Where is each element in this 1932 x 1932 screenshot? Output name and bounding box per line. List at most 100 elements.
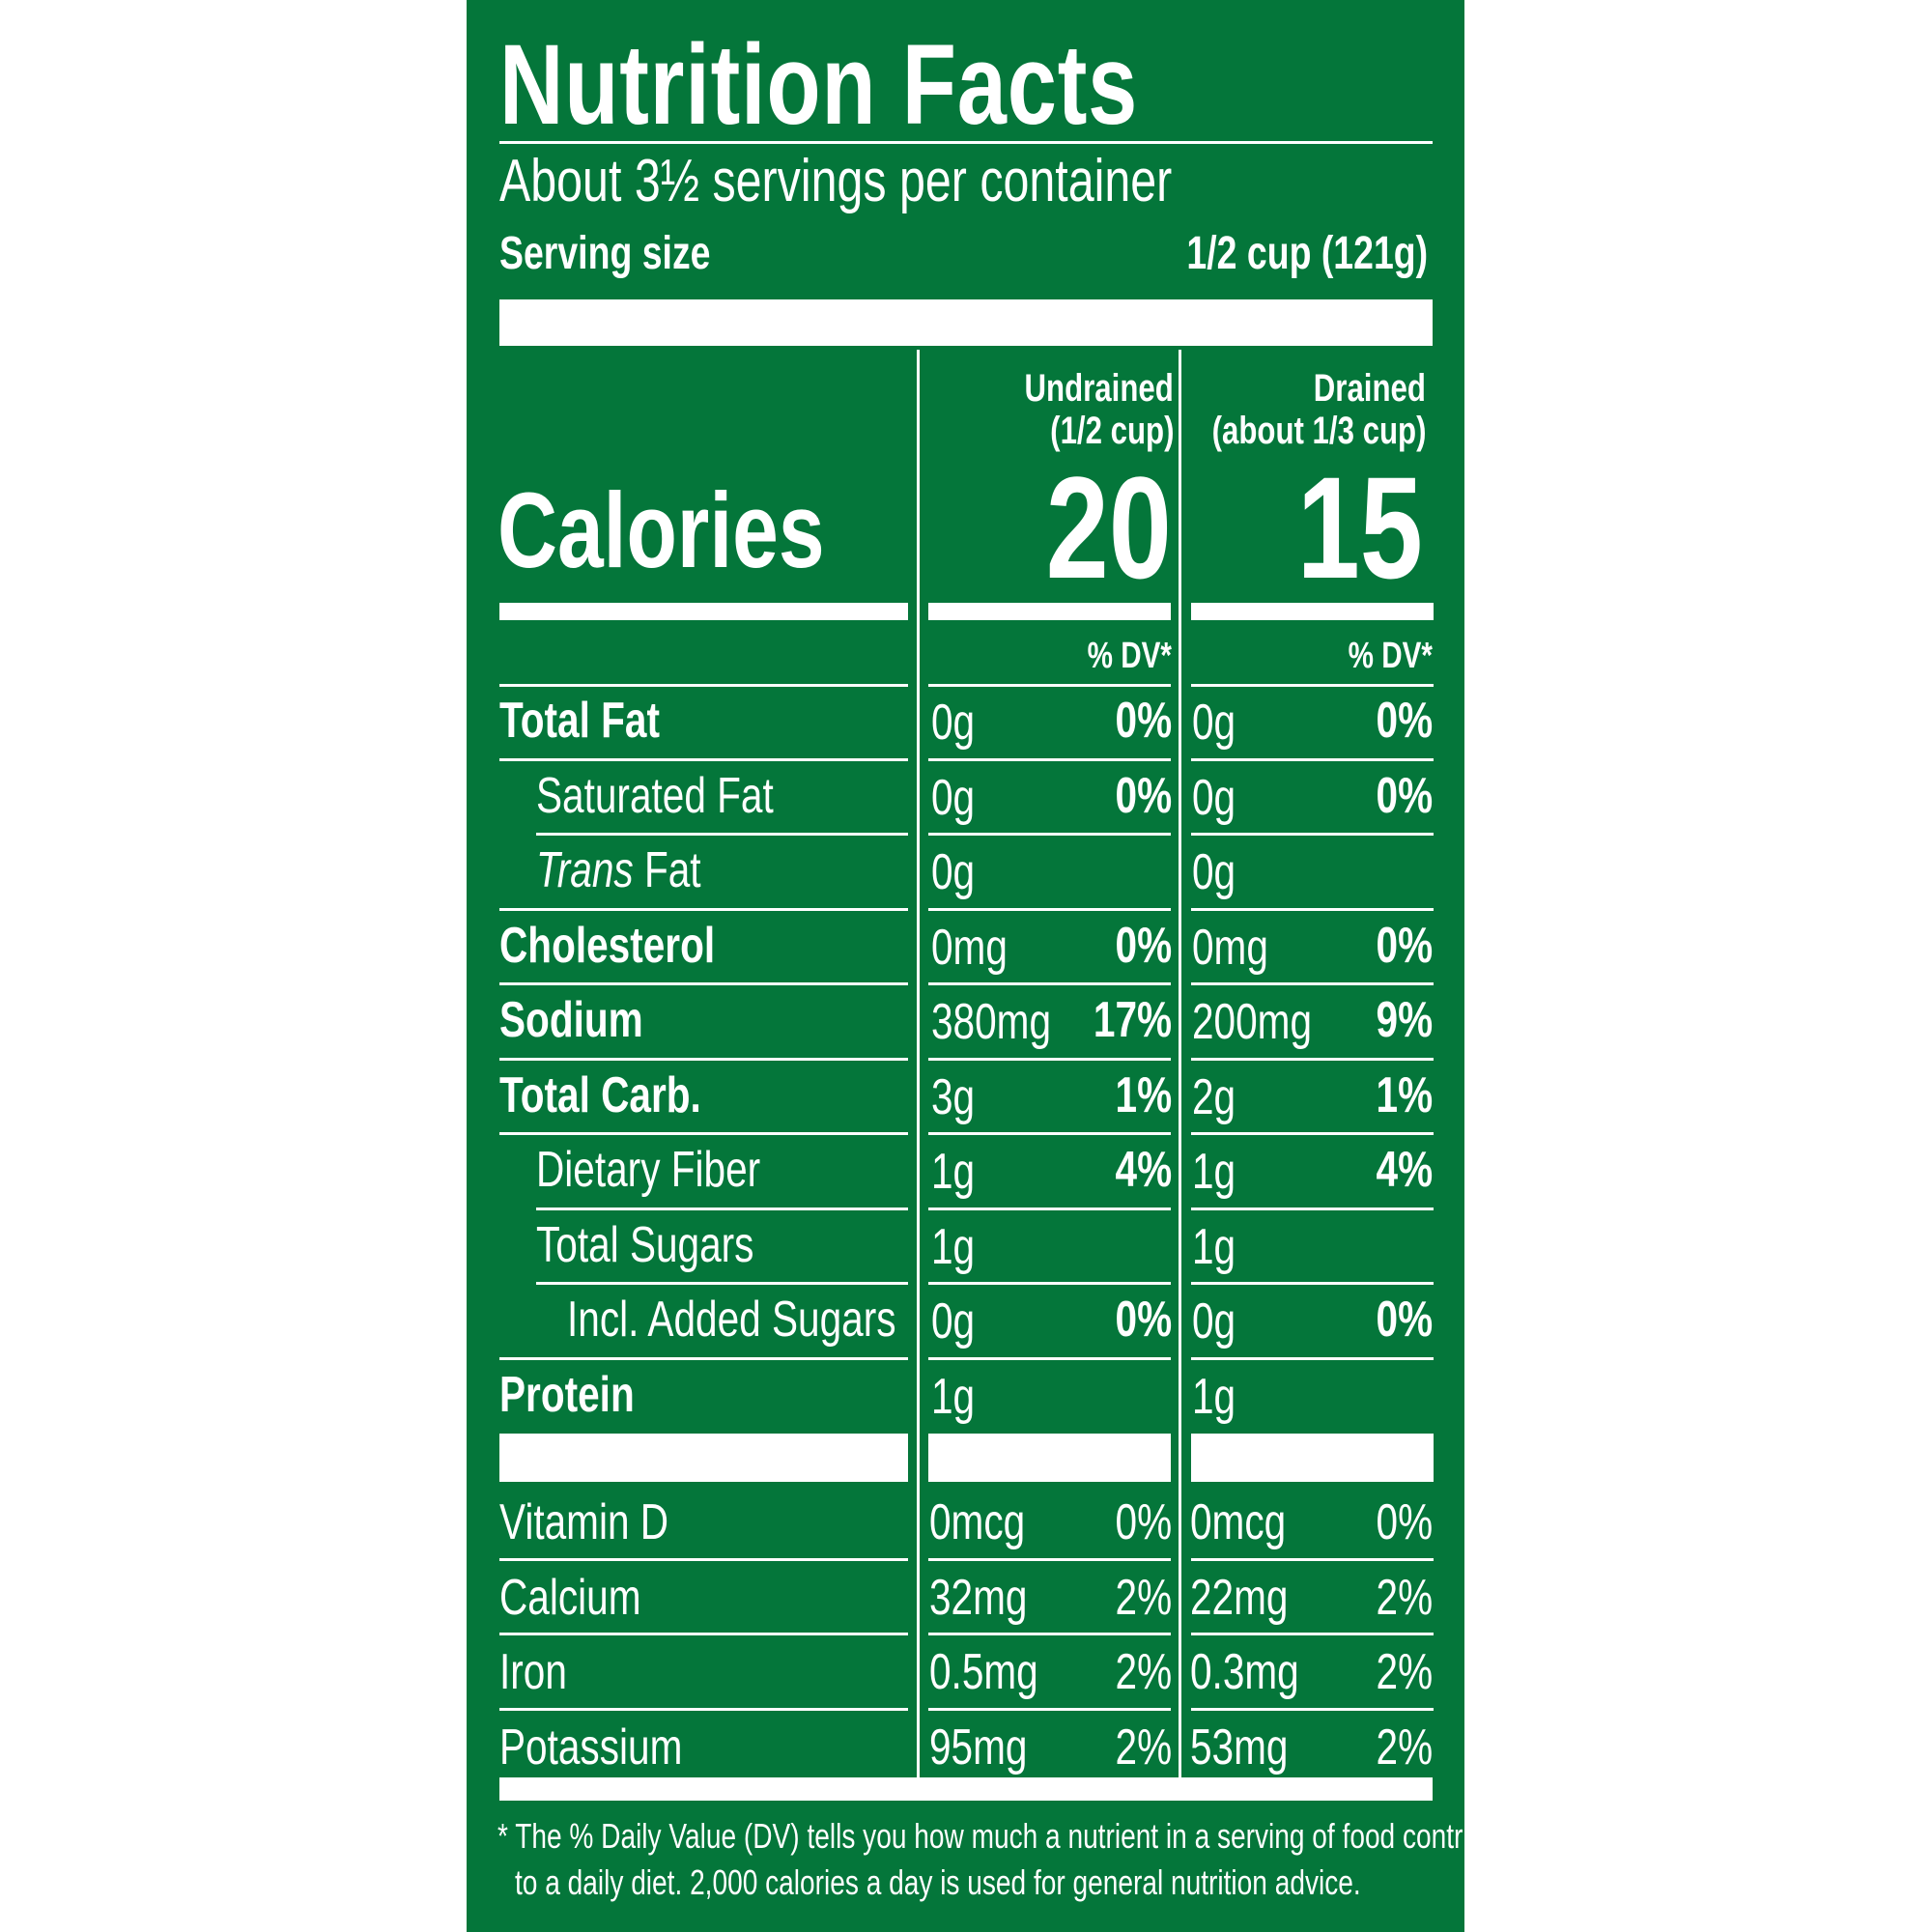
undrained-percent-dv: 0% [1115, 917, 1172, 974]
vitamin-rule-undrained [928, 1557, 1171, 1561]
undrained-amount: 0g [931, 844, 976, 900]
footnote-line-1: * The % Daily Value (DV) tells you how m… [497, 1816, 1536, 1856]
undrained-portion: (1/2 cup) [1049, 410, 1174, 452]
nutrient-label: Incl. Added Sugars [567, 1291, 989, 1349]
drained-percent-dv: 0% [1376, 917, 1433, 974]
row-rule-label [536, 833, 908, 836]
drained-percent-dv: 0% [1376, 693, 1433, 749]
row-rule-undrained [928, 757, 1171, 761]
drained-amount: 1g [1192, 1218, 1236, 1275]
calories-bar-label [499, 603, 908, 620]
undrained-amount: 0mcg [929, 1494, 1026, 1550]
undrained-percent-dv: 4% [1115, 1142, 1172, 1198]
calories-drained: 15 [1296, 446, 1423, 609]
undrained-percent-dv: 0% [1115, 693, 1172, 749]
undrained-title: Undrained [1024, 367, 1174, 410]
thick-bar-protein-undrained [928, 1434, 1171, 1482]
undrained-percent-dv: 0% [1115, 767, 1172, 824]
dv-header-undrained: % DV* [1087, 636, 1172, 676]
vitamin-rule-label [499, 1707, 908, 1711]
row-rule-undrained [928, 1057, 1171, 1061]
undrained-amount: 0g [931, 695, 976, 751]
drained-amount: 1g [1192, 1144, 1236, 1200]
row-rule-label [499, 1356, 908, 1360]
column-divider-2 [1179, 350, 1181, 1777]
nutrient-label-text: Total Sugars [536, 1216, 754, 1273]
row-rule-undrained [928, 1356, 1171, 1360]
undrained-amount: 380mg [931, 994, 1052, 1050]
drained-amount: 22mg [1190, 1569, 1289, 1626]
drained-amount: 53mg [1190, 1719, 1289, 1776]
nutrient-label: Trans Fat [536, 841, 748, 899]
drained-amount: 0g [1192, 1293, 1236, 1350]
undrained-percent-dv: 0% [1115, 1292, 1172, 1348]
row-rule-undrained [928, 1282, 1171, 1285]
row-rule-undrained [928, 1132, 1171, 1135]
thick-bar-top [499, 299, 1433, 346]
row-rule-label [499, 1132, 908, 1135]
nutrient-label-text: Fat [643, 842, 701, 898]
undrained-percent-dv: 2% [1115, 1569, 1172, 1626]
vitamin-rule-label [499, 1557, 908, 1561]
row-rule-drained [1191, 1132, 1434, 1135]
undrained-amount: 95mg [929, 1719, 1028, 1776]
drained-amount: 0mg [1192, 919, 1268, 976]
undrained-percent-dv: 17% [1093, 992, 1172, 1048]
drained-amount: 0g [1192, 769, 1236, 826]
undrained-amount: 0g [931, 1293, 976, 1350]
drained-percent-dv: 1% [1376, 1066, 1433, 1123]
nutrient-label: Dietary Fiber [536, 1141, 824, 1199]
row-rule-label [499, 982, 908, 985]
drained-percent-dv: 2% [1376, 1569, 1433, 1626]
vitamin-rule-drained [1191, 1707, 1434, 1711]
row-rule-label [536, 1282, 908, 1285]
drained-percent-dv: 2% [1376, 1644, 1433, 1700]
nutrient-label-text: Incl. Added Sugars [567, 1292, 896, 1348]
row-rule-undrained [928, 1207, 1171, 1210]
nutrient-label: Cholesterol [499, 917, 776, 975]
vitamin-label: Calcium [499, 1569, 641, 1626]
undrained-amount: 3g [931, 1068, 976, 1125]
dv-header-rule-label [499, 684, 908, 687]
row-rule-drained [1191, 1057, 1434, 1061]
vitamin-rule-undrained [928, 1633, 1171, 1635]
drained-amount: 0.3mg [1190, 1644, 1299, 1700]
nutrient-label-text: Cholesterol [499, 917, 716, 974]
row-rule-drained [1191, 1282, 1434, 1285]
vitamin-rule-drained [1191, 1557, 1434, 1561]
dv-header-drained: % DV* [1348, 636, 1433, 676]
undrained-amount: 0mg [931, 919, 1008, 976]
undrained-amount: 1g [931, 1144, 976, 1200]
drained-portion: (about 1/3 cup) [1211, 410, 1426, 452]
nutrient-label-text: Saturated Fat [536, 767, 774, 824]
calories-bar-undrained [928, 603, 1171, 620]
nutrient-label: Saturated Fat [536, 767, 840, 825]
row-rule-undrained [928, 833, 1171, 836]
undrained-amount: 0g [931, 769, 976, 826]
undrained-amount: 32mg [929, 1569, 1028, 1626]
row-rule-drained [1191, 907, 1434, 911]
title-rule [499, 141, 1433, 144]
drained-percent-dv: 0% [1376, 1292, 1433, 1348]
serving-size-value: 1/2 cup (121g) [1186, 228, 1428, 279]
drained-percent-dv: 4% [1376, 1142, 1433, 1198]
thick-bar-bottom [499, 1777, 1433, 1801]
nutrient-label-text: Protein [499, 1366, 635, 1423]
serving-size-label: Serving size [499, 228, 711, 279]
drained-amount: 0g [1192, 695, 1236, 751]
row-rule-undrained [928, 907, 1171, 911]
row-rule-drained [1191, 757, 1434, 761]
undrained-percent-dv: 1% [1115, 1066, 1172, 1123]
drained-percent-dv: 9% [1376, 992, 1433, 1048]
drained-amount: 2g [1192, 1068, 1236, 1125]
nutrient-label: Protein [499, 1366, 672, 1424]
drained-title: Drained [1313, 367, 1426, 410]
vitamin-rule-undrained [928, 1707, 1171, 1711]
dv-header-rule-drained [1191, 684, 1434, 687]
nutrient-label-text: Sodium [499, 992, 643, 1048]
vitamin-label: Iron [499, 1644, 567, 1700]
nutrient-label: Total Sugars [536, 1216, 815, 1274]
row-rule-label [536, 1207, 908, 1210]
drained-percent-dv: 0% [1376, 1494, 1433, 1550]
undrained-amount: 0.5mg [929, 1644, 1038, 1700]
